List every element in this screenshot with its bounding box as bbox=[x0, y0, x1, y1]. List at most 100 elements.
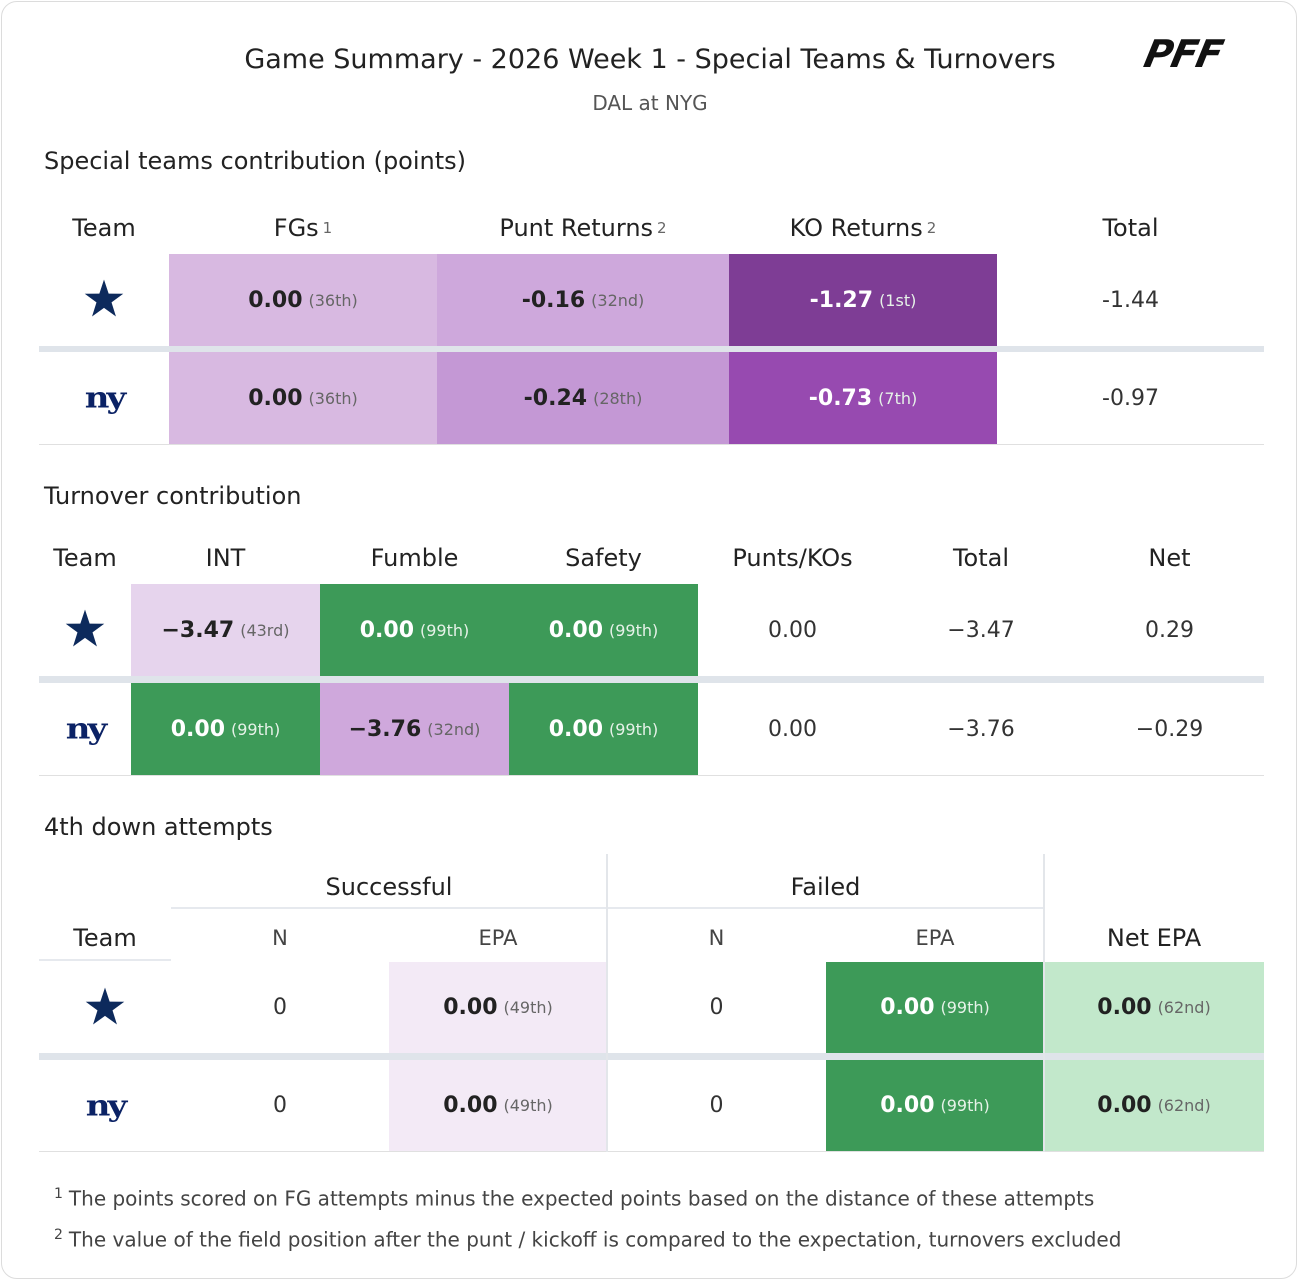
column-label: Team bbox=[73, 924, 137, 952]
team-logo: ny bbox=[84, 381, 126, 415]
column-header: FGs 1 bbox=[169, 208, 437, 248]
section-title: Special teams contribution (points) bbox=[44, 147, 467, 175]
group-divider bbox=[606, 854, 608, 1152]
column-label: N bbox=[272, 926, 288, 950]
cell-value: −3.47 bbox=[161, 617, 235, 643]
table-cell: −0.29 bbox=[1075, 683, 1264, 775]
team-logo: ny bbox=[85, 1088, 127, 1123]
cell-value: 0 bbox=[709, 1093, 724, 1118]
column-header: INT bbox=[131, 538, 320, 578]
cell-value: 0.00 bbox=[248, 287, 303, 313]
footnote-text: The value of the field position after th… bbox=[68, 1227, 1122, 1252]
cell-value: -0.73 bbox=[808, 385, 873, 411]
column-header: Total bbox=[887, 538, 1075, 578]
cell-value: −3.76 bbox=[348, 716, 422, 742]
column-label: Net bbox=[1148, 544, 1191, 572]
table-cell: 0.00 bbox=[698, 584, 887, 676]
cell-value: 0.00 bbox=[880, 995, 935, 1020]
column-header: Punt Returns 2 bbox=[437, 208, 729, 248]
team-logo: ny bbox=[65, 712, 107, 746]
table-cell: 0.00 (62nd) bbox=[1044, 1060, 1264, 1151]
star bbox=[82, 277, 126, 320]
table-cell: −3.76 (32nd) bbox=[320, 683, 509, 775]
table-cell: 0.00 (49th) bbox=[389, 1060, 607, 1151]
column-label: Total bbox=[1102, 214, 1159, 242]
cell-rank: (32nd) bbox=[427, 719, 481, 739]
column-header: Net bbox=[1075, 538, 1264, 578]
table-cell: -0.97 bbox=[997, 352, 1264, 444]
cell-rank: (99th) bbox=[420, 620, 470, 640]
table-cell: -0.16 (32nd) bbox=[437, 254, 729, 346]
column-label: Safety bbox=[565, 544, 642, 572]
cell-rank: (99th) bbox=[609, 620, 659, 640]
table-cell: 0 bbox=[607, 962, 826, 1053]
table-cell: 0.00 (99th) bbox=[320, 584, 509, 676]
column-label: Team bbox=[53, 544, 117, 572]
star bbox=[83, 984, 127, 1027]
column-label: N bbox=[708, 926, 725, 950]
cell-rank: (49th) bbox=[503, 998, 553, 1017]
table-cell: 0 bbox=[607, 1060, 826, 1151]
column-label: EPA bbox=[478, 926, 518, 950]
cell-rank: (28th) bbox=[593, 388, 643, 408]
cell-value: 0 bbox=[709, 995, 724, 1020]
table-cell: -0.73 (7th) bbox=[729, 352, 997, 444]
column-label: Punts/KOs bbox=[732, 544, 853, 572]
section-title: 4th down attempts bbox=[44, 813, 273, 841]
group-header: Failed bbox=[790, 873, 861, 901]
cell-value: −3.76 bbox=[947, 716, 1015, 742]
table-cell: 0.29 bbox=[1075, 584, 1264, 676]
table-cell: -1.44 bbox=[997, 254, 1264, 346]
column-header: Team bbox=[39, 208, 169, 248]
column-header: Fumble bbox=[320, 538, 509, 578]
table-cell: −3.47 (43rd) bbox=[131, 584, 320, 676]
column-label: EPA bbox=[915, 926, 955, 950]
cell-rank: (43rd) bbox=[240, 620, 290, 640]
table-cell: 0.00 (36th) bbox=[169, 254, 437, 346]
column-label: Net EPA bbox=[1106, 924, 1202, 952]
cell-rank: (62nd) bbox=[1157, 998, 1211, 1017]
row-border bbox=[39, 444, 1264, 445]
cell-value: -0.97 bbox=[1102, 385, 1159, 411]
cell-rank: (1st) bbox=[879, 290, 917, 310]
cell-value: 0.00 bbox=[768, 617, 817, 643]
table-cell: −3.47 bbox=[887, 584, 1075, 676]
cell-rank: (32nd) bbox=[591, 290, 645, 310]
cell-rank: (99th) bbox=[231, 719, 281, 739]
column-label: Team bbox=[72, 214, 136, 242]
team-logo bbox=[82, 277, 126, 320]
cell-value: -1.44 bbox=[1102, 287, 1159, 313]
table-cell: 0.00 (99th) bbox=[826, 962, 1044, 1053]
column-header: Team bbox=[39, 538, 131, 578]
table-cell: 0 bbox=[171, 1060, 389, 1151]
cell-value: -1.27 bbox=[809, 287, 874, 313]
cell-rank: (36th) bbox=[308, 290, 358, 310]
column-label: INT bbox=[205, 544, 246, 572]
footnote: 1 The points scored on FG attempts minus … bbox=[54, 1186, 1094, 1211]
table-cell: 0.00 bbox=[698, 683, 887, 775]
row-separator bbox=[39, 1053, 1264, 1060]
table-cell: −3.76 bbox=[887, 683, 1075, 775]
footnote: 2 The value of the field position after t… bbox=[54, 1227, 1121, 1252]
cell-rank: (99th) bbox=[940, 1096, 990, 1115]
team-logo bbox=[83, 984, 127, 1027]
column-header: N bbox=[607, 918, 826, 958]
cell-value: 0.00 bbox=[880, 1093, 935, 1118]
cell-value: 0.00 bbox=[1097, 995, 1152, 1020]
cell-value: 0.00 bbox=[1097, 1093, 1152, 1118]
table-cell: -0.24 (28th) bbox=[437, 352, 729, 444]
column-label: Total bbox=[952, 544, 1010, 572]
column-header: Team bbox=[39, 918, 171, 958]
footnote-mark: 1 bbox=[322, 219, 333, 237]
group-header: Successful bbox=[325, 873, 453, 901]
column-header: N bbox=[171, 918, 389, 958]
column-header: EPA bbox=[826, 918, 1044, 958]
table-cell: 0 bbox=[171, 962, 389, 1053]
cell-rank: (7th) bbox=[878, 388, 918, 408]
cell-value: 0.00 bbox=[768, 716, 817, 742]
cell-rank: (99th) bbox=[609, 719, 659, 739]
cell-value: 0.00 bbox=[548, 716, 603, 742]
cell-value: −3.47 bbox=[947, 617, 1015, 643]
cell-value: 0.00 bbox=[359, 617, 414, 643]
column-header: Punts/KOs bbox=[698, 538, 887, 578]
